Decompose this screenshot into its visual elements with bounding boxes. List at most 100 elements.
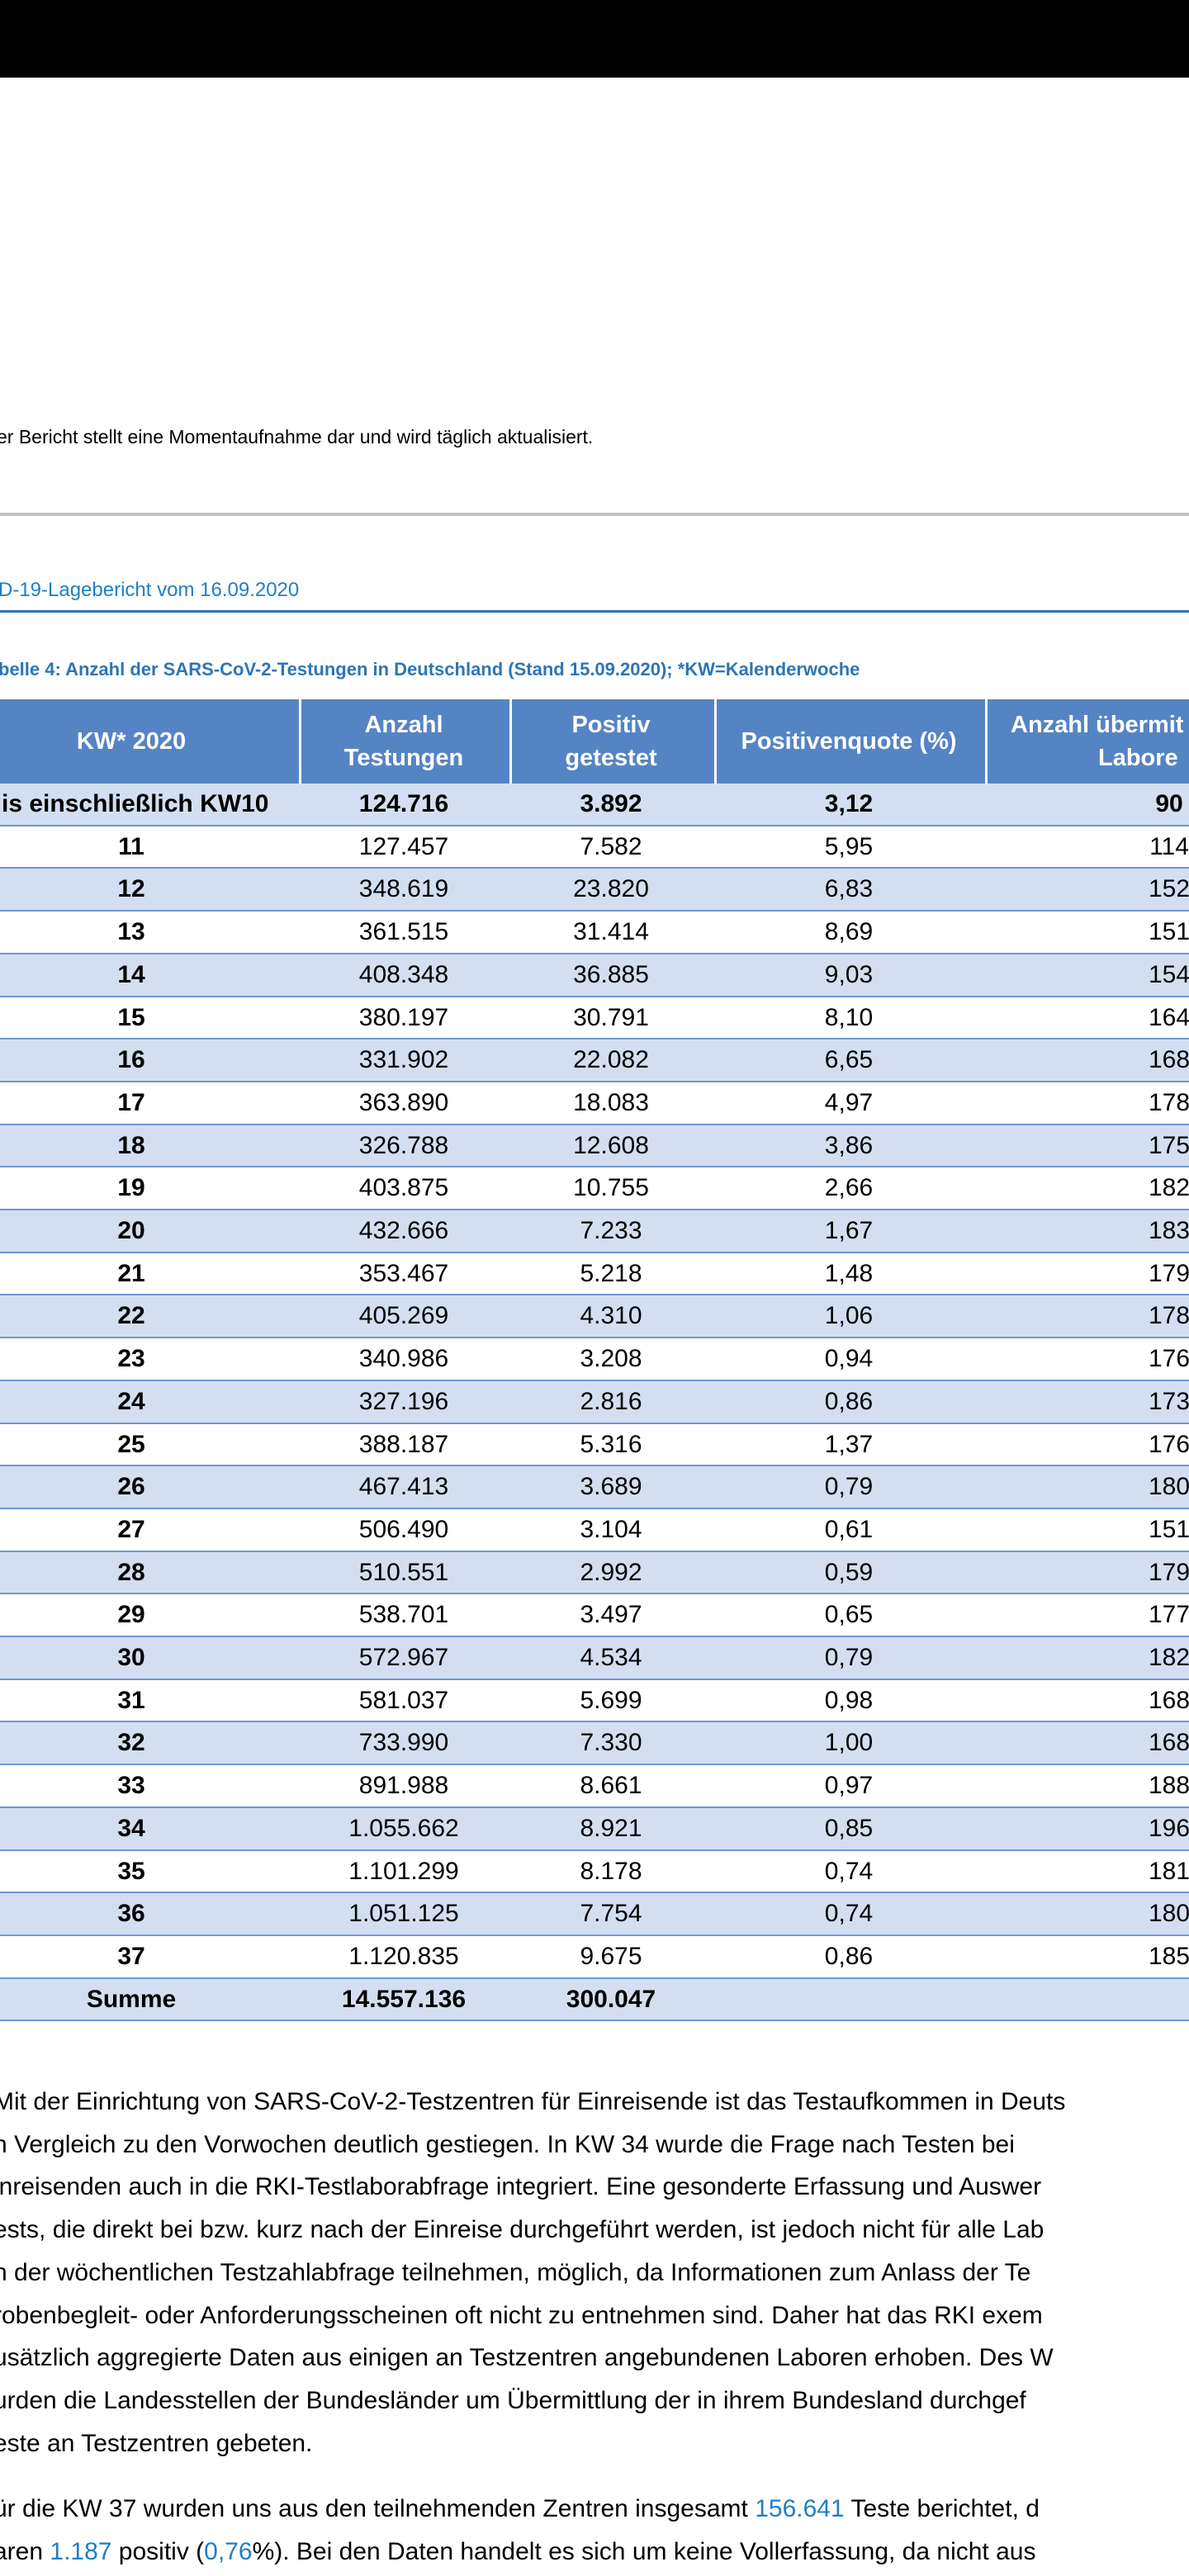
table-row xyxy=(0,1466,1189,1509)
table-cell: 188 xyxy=(1148,1772,1189,1800)
table-row xyxy=(0,997,1189,1040)
table-cell: 327.196 xyxy=(358,1387,449,1415)
table-cell: 353.467 xyxy=(358,1259,449,1287)
table-cell: 124.716 xyxy=(358,790,449,817)
column-header: Labore xyxy=(1098,745,1178,771)
table-row xyxy=(0,1167,1189,1210)
row-border xyxy=(0,1593,1189,1595)
table-cell: 538.701 xyxy=(358,1601,449,1629)
header-separator xyxy=(299,699,301,784)
table-cell: 6,83 xyxy=(824,875,874,903)
table-cell: 380.197 xyxy=(358,1003,449,1031)
table-cell: 30.791 xyxy=(573,1003,649,1031)
table-row xyxy=(0,1935,1189,1979)
table-cell: 0,79 xyxy=(824,1644,874,1671)
total-cell: Summe xyxy=(86,1985,177,2013)
column-header: Anzahl xyxy=(364,712,443,738)
table-cell: 182 xyxy=(1148,1174,1189,1202)
row-border xyxy=(0,1379,1189,1381)
table-cell: 36.885 xyxy=(573,960,649,988)
table-cell: 154 xyxy=(1148,960,1189,988)
table-cell: 4.534 xyxy=(580,1644,642,1671)
row-border xyxy=(0,1892,1189,1894)
table-cell: 2,66 xyxy=(824,1174,874,1202)
text-line: urden die Landesstellen der Bundesländer… xyxy=(0,2379,1026,2422)
table-row xyxy=(0,1594,1189,1637)
table-cell: 29 xyxy=(117,1601,145,1629)
table-cell: 185 xyxy=(1148,1942,1189,1970)
table-cell: 5,95 xyxy=(824,832,874,860)
text-segment: Mit der Einrichtung von SARS-CoV-2-Testz… xyxy=(0,2088,1066,2115)
table-cell: 3.892 xyxy=(580,790,642,817)
table-cell: 1.120.835 xyxy=(348,1942,459,1970)
table-cell: 31 xyxy=(117,1686,145,1714)
table-cell: 572.967 xyxy=(358,1644,449,1671)
table-cell: 18.083 xyxy=(573,1088,649,1116)
table-cell: 2.992 xyxy=(580,1558,642,1586)
text-segment: %). Bei den Daten handelt es sich um kei… xyxy=(252,2537,1036,2565)
row-border xyxy=(0,1636,1189,1637)
text-line: n Vergleich zu den Vorwochen deutlich ge… xyxy=(0,2124,1015,2166)
row-border xyxy=(0,1934,1189,1936)
table-cell: 581.037 xyxy=(358,1686,449,1714)
table-cell: 0,61 xyxy=(824,1515,874,1543)
table-cell: 3.104 xyxy=(580,1515,642,1543)
table-cell: 9.675 xyxy=(580,1942,642,1970)
table-cell: 348.619 xyxy=(358,875,449,903)
row-border xyxy=(0,2020,1189,2022)
table-cell: 7.582 xyxy=(580,832,642,860)
text-line: usätzlich aggregierte Daten aus einigen … xyxy=(0,2337,1054,2379)
table-cell: 0,74 xyxy=(824,1900,874,1928)
table-cell: 2.816 xyxy=(580,1387,642,1415)
table-cell: 179 xyxy=(1148,1259,1189,1287)
text-line: robenbegleit- oder Anforderungsscheinen … xyxy=(0,2294,1043,2337)
table-row xyxy=(0,1380,1189,1424)
row-border xyxy=(0,1422,1189,1424)
table-cell: is einschließlich KW10 xyxy=(2,790,269,817)
table-cell: 326.788 xyxy=(358,1131,449,1159)
table-cell: 3.689 xyxy=(580,1473,642,1501)
table-row xyxy=(0,1210,1189,1253)
table-cell: 17 xyxy=(117,1088,145,1116)
row-border xyxy=(0,824,1189,826)
header-note: er Bericht stellt eine Momentaufnahme da… xyxy=(0,426,594,447)
table-cell: 127.457 xyxy=(358,832,449,860)
header-separator xyxy=(985,699,988,784)
row-border xyxy=(0,1166,1189,1168)
table-cell: 1,00 xyxy=(824,1729,874,1757)
table-row xyxy=(0,784,1189,826)
table-cell: 1.101.299 xyxy=(348,1857,459,1885)
table-cell: 36 xyxy=(117,1900,145,1928)
table-cell: 7.330 xyxy=(580,1729,642,1757)
table-cell: 28 xyxy=(117,1558,145,1586)
table-cell: 3.208 xyxy=(580,1345,642,1373)
header-row xyxy=(0,699,1189,784)
table-cell: 467.413 xyxy=(358,1473,449,1501)
table-row xyxy=(0,1807,1189,1851)
table-cell: 405.269 xyxy=(358,1302,449,1330)
table-cell: 168 xyxy=(1148,1729,1189,1757)
table-cell: 177 xyxy=(1148,1601,1189,1629)
row-border xyxy=(0,867,1189,869)
table-cell: 176 xyxy=(1148,1430,1189,1458)
highlighted-number: 1.187 xyxy=(50,2537,112,2565)
column-header: Testungen xyxy=(343,745,464,771)
table-cell: 35 xyxy=(117,1857,145,1885)
text-line: ests, die direkt bei bzw. kurz nach der … xyxy=(0,2209,1044,2252)
table-cell: 178 xyxy=(1148,1302,1189,1330)
table-cell: 7.754 xyxy=(580,1900,642,1928)
table-cell: 196 xyxy=(1148,1814,1189,1842)
table-row xyxy=(0,1978,1189,2022)
table-cell: 8.921 xyxy=(580,1814,642,1842)
table-cell: 891.988 xyxy=(358,1772,449,1800)
table-cell: 388.187 xyxy=(358,1430,449,1458)
table-cell: 179 xyxy=(1148,1558,1189,1586)
table-cell: 26 xyxy=(117,1473,145,1501)
table-cell: 34 xyxy=(117,1814,145,1842)
table-row xyxy=(0,1850,1189,1894)
table-cell: 3.497 xyxy=(580,1601,642,1629)
row-border xyxy=(0,1977,1189,1979)
table-cell: 408.348 xyxy=(358,960,449,988)
table-cell: 27 xyxy=(117,1515,145,1543)
